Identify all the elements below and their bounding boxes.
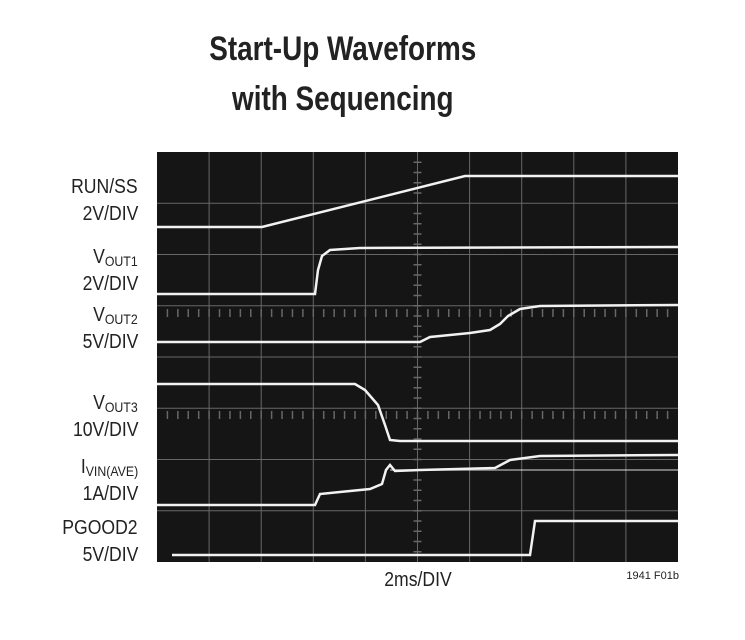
channel-scale: 2V/DIV — [82, 203, 138, 225]
channel-name-main: V — [93, 392, 106, 414]
channel-scale: 1A/DIV — [82, 483, 138, 505]
channel-name-main: I — [80, 456, 86, 478]
channel-name: VOUT1 — [93, 246, 138, 269]
trace — [157, 382, 678, 443]
channel-name: IVIN(AVE) — [81, 456, 138, 479]
time-scale: 2ms/DIV — [384, 569, 452, 591]
channel-name-sub: OUT3 — [105, 399, 138, 415]
title: Start-Up Waveforms — [209, 30, 477, 68]
trace — [172, 519, 678, 557]
trace — [157, 303, 679, 344]
channel-name-main: V — [93, 304, 106, 326]
channel-name: PGOOD2 — [63, 517, 138, 540]
title: with Sequencing — [232, 80, 454, 118]
grid — [157, 152, 678, 562]
channel-name-sub: VIN(AVE) — [85, 463, 138, 479]
channel-name-main: RUN/SS — [71, 176, 138, 198]
trace — [157, 174, 678, 229]
channel-name: VOUT2 — [93, 304, 138, 327]
channel-name-sub: OUT2 — [105, 311, 138, 327]
channel-name: VOUT3 — [93, 392, 138, 415]
channel-scale: 2V/DIV — [82, 273, 138, 295]
trace — [157, 245, 679, 296]
channel-name-sub: OUT1 — [105, 253, 138, 269]
channel-scale: 10V/DIV — [72, 419, 138, 441]
trace — [157, 453, 679, 507]
channel-scale: 5V/DIV — [82, 544, 138, 566]
figure-id: 1941 F01b — [626, 570, 679, 582]
traces — [157, 174, 679, 557]
channel-name-main: V — [93, 246, 106, 268]
channel-scale: 5V/DIV — [82, 331, 138, 353]
channel-name-main: PGOOD2 — [62, 517, 138, 539]
channel-name: RUN/SS — [71, 176, 138, 199]
